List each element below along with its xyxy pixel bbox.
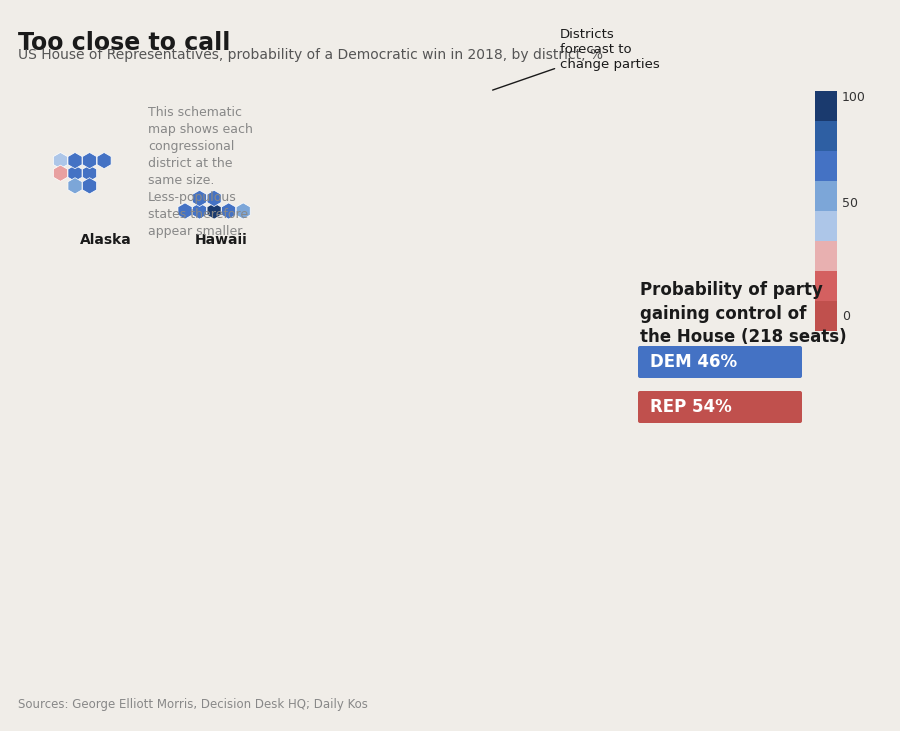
Polygon shape xyxy=(236,203,250,219)
Polygon shape xyxy=(53,153,68,169)
FancyBboxPatch shape xyxy=(638,391,802,423)
Text: Hawaii: Hawaii xyxy=(195,233,248,247)
Bar xyxy=(815,241,837,271)
Polygon shape xyxy=(68,165,82,181)
Bar xyxy=(815,211,837,241)
Bar xyxy=(815,121,837,151)
Text: 50: 50 xyxy=(842,197,858,211)
Bar xyxy=(815,151,837,181)
Polygon shape xyxy=(193,190,207,206)
Polygon shape xyxy=(207,203,221,219)
Polygon shape xyxy=(68,153,82,169)
Bar xyxy=(815,91,837,121)
Polygon shape xyxy=(53,165,68,181)
Text: Too close to call: Too close to call xyxy=(18,31,230,55)
Polygon shape xyxy=(178,203,192,219)
Polygon shape xyxy=(83,178,96,194)
FancyBboxPatch shape xyxy=(638,346,802,378)
Polygon shape xyxy=(207,190,221,206)
Polygon shape xyxy=(83,153,96,169)
Text: Alaska: Alaska xyxy=(80,233,131,247)
Polygon shape xyxy=(68,178,82,194)
Polygon shape xyxy=(221,203,236,219)
Text: Districts
forecast to
change parties: Districts forecast to change parties xyxy=(492,28,660,90)
Polygon shape xyxy=(97,153,111,169)
Bar xyxy=(815,271,837,301)
Text: Sources: George Elliott Morris, Decision Desk HQ; Daily Kos: Sources: George Elliott Morris, Decision… xyxy=(18,698,368,711)
Text: REP 54%: REP 54% xyxy=(650,398,732,416)
Polygon shape xyxy=(193,203,207,219)
Text: US House of Representatives, probability of a Democratic win in 2018, by distric: US House of Representatives, probability… xyxy=(18,48,603,62)
Bar xyxy=(815,301,837,331)
Text: This schematic
map shows each
congressional
district at the
same size.
Less-popu: This schematic map shows each congressio… xyxy=(148,106,253,238)
Bar xyxy=(815,181,837,211)
Polygon shape xyxy=(83,165,96,181)
Text: DEM 46%: DEM 46% xyxy=(650,353,737,371)
Text: Probability of party
gaining control of
the House (218 seats): Probability of party gaining control of … xyxy=(640,281,847,346)
Text: 100: 100 xyxy=(842,91,866,104)
Text: 0: 0 xyxy=(842,309,850,322)
